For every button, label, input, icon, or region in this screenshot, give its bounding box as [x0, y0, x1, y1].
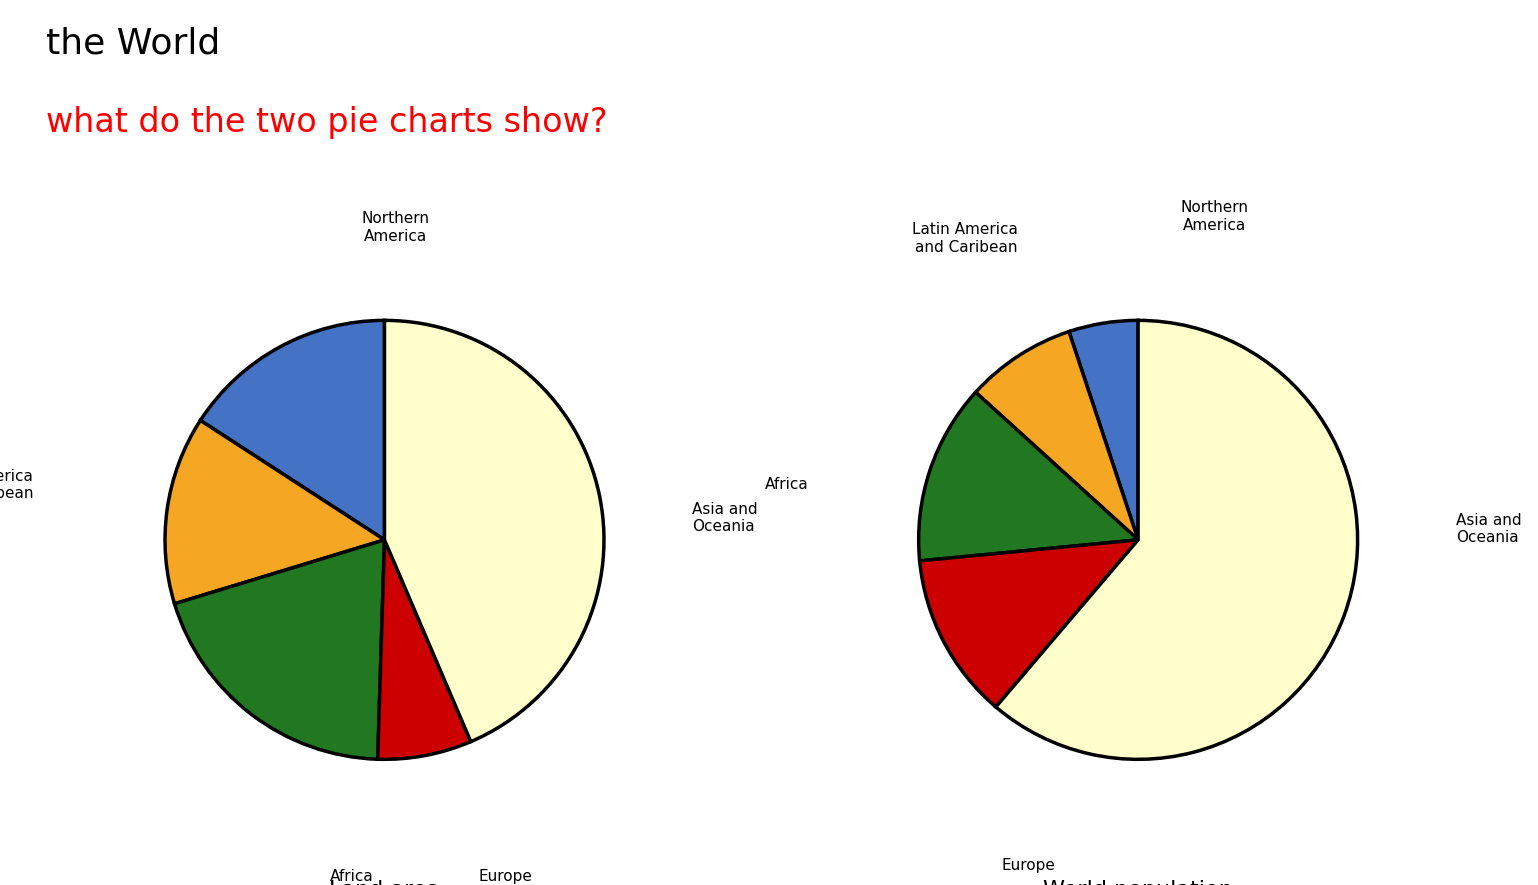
Text: Europe: Europe: [478, 869, 532, 884]
Text: Asia and
Oceania: Asia and Oceania: [1456, 512, 1523, 545]
Wedge shape: [174, 540, 384, 759]
Text: Latin America
and Caribean: Latin America and Caribean: [912, 222, 1018, 255]
Wedge shape: [920, 540, 1138, 707]
Wedge shape: [918, 392, 1138, 561]
Text: Asia and
Oceania: Asia and Oceania: [692, 502, 757, 535]
Text: Northern
America: Northern America: [361, 212, 429, 243]
Text: what do the two pie charts show?: what do the two pie charts show?: [46, 106, 608, 139]
Wedge shape: [378, 540, 471, 759]
Text: Africa: Africa: [329, 869, 374, 884]
Wedge shape: [200, 320, 384, 540]
Text: Africa: Africa: [764, 478, 809, 492]
Wedge shape: [975, 332, 1138, 540]
Text: Europe: Europe: [1001, 858, 1055, 873]
Text: World population: World population: [1043, 880, 1233, 885]
Text: Land area: Land area: [329, 880, 440, 885]
Text: the World: the World: [46, 27, 220, 60]
Wedge shape: [995, 320, 1358, 759]
Wedge shape: [165, 420, 384, 604]
Wedge shape: [1069, 320, 1138, 540]
Text: Northern
America: Northern America: [1181, 200, 1249, 233]
Text: Latin America
and Caribean: Latin America and Caribean: [0, 469, 34, 501]
Wedge shape: [384, 320, 604, 742]
